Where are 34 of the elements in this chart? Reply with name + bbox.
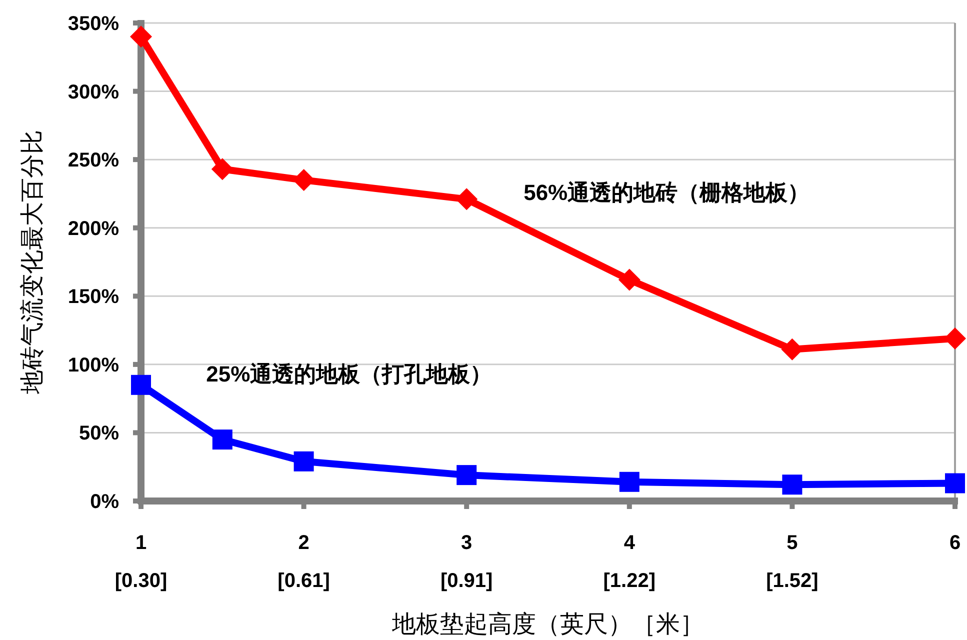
y-axis-title: 地砖气流变化最大百分比	[19, 130, 46, 395]
x-tick-label: 6	[949, 532, 961, 554]
y-tick-label: 0%	[90, 491, 120, 513]
x-tick-label: 1	[135, 532, 147, 554]
y-tick-label: 300%	[68, 81, 120, 104]
text: [0.61]	[278, 570, 330, 592]
text: [1.22]	[603, 570, 656, 592]
y-tick-label: 250%	[68, 150, 120, 172]
y-tick-label: 50%	[78, 422, 120, 445]
y-tick-label: 200%	[68, 218, 120, 240]
x-axis-title: 地板垫起高度（英尺）［米］	[391, 611, 704, 638]
text: [0.91]	[440, 570, 493, 592]
y-tick-label: 150%	[68, 286, 120, 308]
y-tick-label: 350%	[68, 13, 120, 35]
point	[618, 268, 640, 291]
x-tick-label: 5	[786, 532, 798, 554]
text: [0.30]	[114, 570, 168, 592]
x-tick-label: 3	[461, 532, 472, 554]
series-label: 56%通透的地砖（栅格地板）	[524, 180, 810, 205]
point	[294, 451, 314, 472]
y-tick-label: 100%	[68, 354, 120, 376]
point	[619, 472, 640, 492]
point	[212, 430, 232, 450]
point	[211, 158, 234, 180]
point	[292, 169, 315, 192]
x-tick-label: 4	[624, 532, 636, 554]
point	[782, 474, 802, 495]
series-label: 25%通透的地板（打孔地板）	[206, 362, 492, 386]
point	[945, 473, 965, 494]
text: [1.52]	[766, 570, 818, 592]
x-tick-label: 2	[298, 532, 310, 554]
point	[131, 374, 151, 395]
point	[130, 26, 152, 48]
point	[456, 465, 477, 486]
